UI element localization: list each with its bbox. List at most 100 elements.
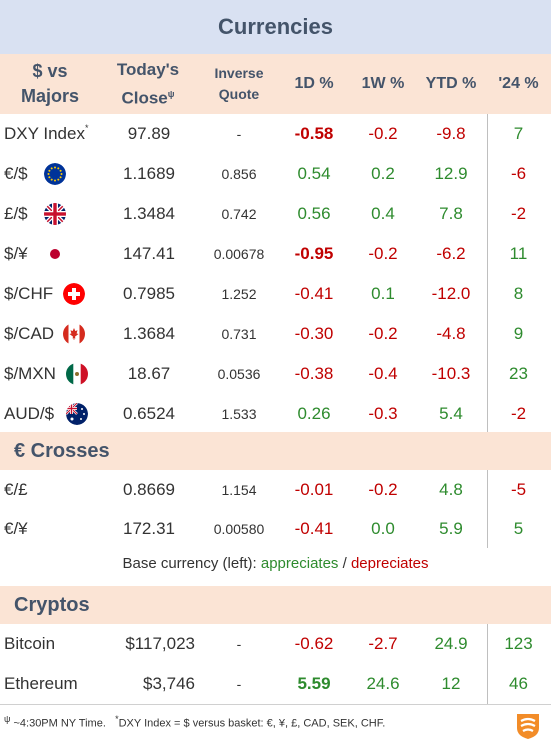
uk-flag-icon: [44, 203, 66, 225]
footnote-sup-psi: ψ: [4, 714, 11, 724]
header-1d: 1D %: [294, 75, 334, 92]
crypto-name: Bitcoin: [4, 634, 56, 653]
legend-prefix: Base currency (left):: [122, 555, 257, 572]
column-divider: [487, 624, 488, 704]
crypto-name: Ethereum: [4, 674, 78, 693]
change-ytd: -9.8: [436, 124, 466, 143]
header-inverse-line2: Quote: [218, 86, 260, 102]
footnote-sup-star: *: [115, 714, 119, 724]
change-1w: -0.2: [368, 124, 398, 143]
change-ytd: 7.8: [439, 204, 463, 223]
table-row: $/CAD 1.3684 0.731 -0.30 -0.2 -4.8 9: [0, 314, 551, 354]
change-2024: 7: [513, 124, 524, 143]
change-1d: -0.30: [294, 324, 334, 343]
change-2024: 5: [513, 519, 524, 538]
header-2024: '24 %: [498, 75, 539, 92]
japan-flag-icon: [44, 243, 66, 265]
change-2024: 46: [509, 674, 528, 693]
swiss-flag-icon: [63, 283, 85, 305]
footnote: ψ ~4:30PM NY Time. *DXY Index = $ versus…: [4, 714, 385, 730]
header-close-line1: Today's: [116, 60, 180, 80]
pair-name: $/¥: [4, 244, 28, 263]
table-row: $/CHF 0.7985 1.252 -0.41 0.1 -12.0 8: [0, 274, 551, 314]
change-1d: -0.62: [294, 634, 334, 653]
header-pair-line2: Majors: [20, 86, 80, 106]
change-2024: -6: [510, 164, 527, 183]
change-1w: -2.7: [368, 634, 398, 653]
footnote-dxy: DXY Index = $ versus basket: €, ¥, £, CA…: [118, 717, 386, 730]
inverse-value: 1.154: [221, 482, 257, 498]
table-row: £/$ 1.3484 0.742 0.56 0.4 7.8 -2: [0, 194, 551, 234]
table-row: Bitcoin $117,023 - -0.62 -2.7 24.9 123: [0, 624, 551, 664]
change-1w: 24.6: [366, 674, 400, 693]
change-1w: -0.2: [368, 244, 398, 263]
pair-name: €/¥: [4, 519, 28, 538]
title-bar: Currencies: [0, 0, 551, 54]
column-divider: [487, 470, 488, 548]
table-row: AUD/$ 0.6524 1.533 0.26 -0.3 5.4 -2: [0, 394, 551, 434]
header-pair-line1: $ vs: [32, 61, 68, 81]
inverse-value: 0.742: [221, 206, 257, 222]
close-value: 1.3684: [123, 324, 175, 343]
inverse-value: -: [236, 636, 242, 652]
close-value: 0.6524: [123, 404, 175, 423]
change-2024: 9: [513, 324, 524, 343]
section-title: € Crosses: [14, 439, 110, 462]
pair-name: AUD/$: [4, 404, 55, 423]
change-1d: -0.38: [294, 364, 334, 383]
change-1w: 0.2: [371, 164, 395, 183]
close-value: $3,746: [143, 674, 195, 693]
table-row: €/$ 1.1689 0.856 0.54 0.2 12.9 -6: [0, 154, 551, 194]
canada-flag-icon: [63, 323, 85, 345]
inverse-value: 0.00580: [213, 521, 265, 537]
footnote-divider: [0, 704, 551, 705]
table-row: DXY Index * 97.89 - -0.58 -0.2 -9.8 7: [0, 114, 551, 154]
change-1d: -0.01: [294, 480, 334, 499]
change-1d: 0.26: [297, 404, 331, 423]
legend-depreciates: depreciates: [350, 555, 429, 572]
inverse-value: -: [236, 676, 242, 692]
header-inverse: Inverse Quote: [200, 54, 278, 114]
pair-name: €/$: [4, 164, 28, 183]
change-2024: 23: [509, 364, 528, 383]
mexico-flag-icon: [66, 363, 88, 385]
change-2024: -5: [510, 480, 527, 499]
header-1w: 1W %: [361, 75, 405, 92]
inverse-value: 1.533: [221, 406, 257, 422]
change-1w: 0.0: [371, 519, 395, 538]
header-close-sup: ψ: [167, 89, 175, 100]
change-2024: 11: [509, 244, 528, 263]
change-1w: -0.4: [368, 364, 398, 383]
header-close: Today's Closeψ: [100, 54, 196, 114]
brand-logo-icon: [517, 714, 539, 739]
legend-appreciates: appreciates: [260, 555, 339, 572]
color-legend: Base currency (left): appreciates / depr…: [0, 555, 551, 579]
page-title: Currencies: [218, 14, 333, 39]
section-title: Cryptos: [14, 593, 90, 616]
pair-name: €/£: [4, 480, 28, 499]
change-ytd: 5.9: [439, 519, 463, 538]
close-value: 0.7985: [123, 284, 175, 303]
change-ytd: -6.2: [436, 244, 466, 263]
change-1w: -0.3: [368, 404, 398, 423]
change-ytd: 12.9: [434, 164, 468, 183]
inverse-value: 0.731: [221, 326, 257, 342]
header-pair: $ vs Majors: [0, 54, 100, 114]
close-value: 172.31: [123, 519, 175, 538]
change-ytd: -12.0: [431, 284, 471, 303]
change-1d: 0.54: [297, 164, 331, 183]
table-header: $ vs Majors Today's Closeψ Inverse Quote 1D…: [0, 54, 551, 114]
column-divider: [487, 114, 488, 432]
pair-name: $/CHF: [4, 284, 54, 303]
inverse-value: 0.0536: [217, 366, 261, 382]
change-ytd: -10.3: [431, 364, 471, 383]
change-2024: -2: [510, 204, 527, 223]
change-1w: -0.2: [368, 324, 398, 343]
australia-flag-icon: [66, 403, 88, 425]
change-2024: -2: [510, 404, 527, 423]
close-value: $117,023: [125, 634, 195, 653]
change-ytd: 4.8: [439, 480, 463, 499]
inverse-value: -: [236, 126, 242, 142]
close-value: 1.3484: [123, 204, 175, 223]
section-euro-crosses: € Crosses: [0, 432, 551, 470]
